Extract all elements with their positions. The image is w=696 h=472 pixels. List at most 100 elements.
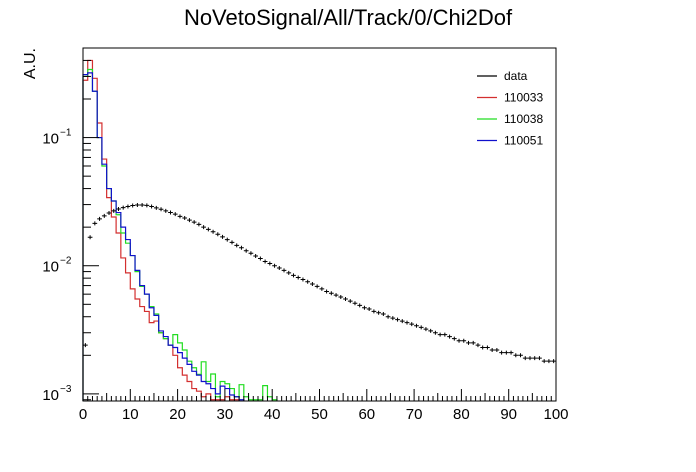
data-point (494, 348, 500, 353)
plot-area (82, 59, 556, 401)
data-point (485, 345, 490, 350)
data-point (352, 301, 358, 306)
data-point (144, 203, 150, 208)
data-point (234, 243, 240, 248)
data-point (276, 266, 282, 271)
plot-frame (82, 47, 557, 402)
data-point (215, 232, 221, 237)
y-tick-exponent: −1 (60, 128, 72, 139)
legend: data 110033 110038 110051 (477, 69, 543, 148)
data-point (158, 207, 164, 212)
data-point (503, 350, 509, 355)
data-point (205, 227, 211, 232)
data-point (343, 297, 348, 302)
data-point (220, 234, 225, 239)
y-axis-label: A.U. (22, 48, 39, 79)
data-point (243, 248, 249, 253)
data-point (357, 303, 363, 308)
data-point (281, 268, 287, 273)
data-point (414, 323, 419, 328)
data-point (196, 222, 202, 227)
data-point (201, 225, 206, 230)
data-point (508, 350, 514, 355)
y-tick-label: 10 (42, 387, 59, 404)
x-tick-label: 10 (122, 406, 139, 423)
x-tick-label: 70 (406, 406, 423, 423)
data-point (324, 289, 329, 294)
data-point (92, 221, 98, 226)
data-point (101, 213, 107, 218)
data-point (253, 254, 259, 259)
data-point (83, 343, 88, 348)
data-point (404, 320, 410, 325)
x-tick-label: 80 (453, 406, 470, 423)
data-point (168, 210, 173, 215)
series-110038-line (82, 68, 278, 401)
y-tick-exponent: −2 (60, 256, 72, 267)
y-tick-exponent: −3 (60, 384, 72, 395)
data-point (125, 204, 131, 209)
data-point (428, 328, 434, 333)
x-tick-label: 0 (79, 406, 87, 423)
y-tick-label: 10 (42, 259, 59, 276)
data-point (522, 356, 528, 361)
data-point (456, 338, 462, 343)
data-point (149, 204, 154, 209)
y-axis: 10−110−210−3 (42, 47, 99, 404)
data-point (418, 325, 424, 330)
data-point (172, 212, 178, 217)
x-tick-label: 30 (217, 406, 234, 423)
data-point (295, 275, 301, 280)
data-point (291, 273, 296, 278)
x-tick-label: 100 (543, 406, 568, 423)
data-point (541, 359, 547, 364)
data-point (489, 348, 495, 353)
data-point (229, 240, 235, 245)
data-point (499, 350, 504, 355)
data-point (366, 306, 372, 311)
legend-label-110051: 110051 (504, 134, 543, 148)
x-axis: 0 10 20 30 40 50 60 70 80 90 100 (79, 389, 569, 423)
data-point (347, 299, 353, 304)
data-point (362, 305, 367, 310)
data-point (177, 214, 183, 219)
data-point (409, 322, 415, 327)
data-point (248, 251, 254, 256)
data-point (451, 336, 457, 341)
data-point (310, 282, 315, 287)
data-point (187, 218, 192, 223)
data-point (399, 319, 405, 324)
data-point (300, 277, 306, 282)
data-point (385, 314, 391, 319)
x-tick-label: 90 (500, 406, 517, 423)
data-point (224, 237, 230, 242)
data-point (305, 279, 311, 284)
data-point (466, 340, 471, 345)
data-point (433, 330, 438, 335)
y-tick-label: 10 (42, 131, 59, 148)
data-point (153, 205, 159, 210)
data-point (333, 293, 339, 298)
data-point (461, 338, 467, 343)
data-point (267, 261, 273, 266)
data-point (120, 205, 126, 210)
data-point (139, 202, 145, 207)
x-tick-label: 60 (358, 406, 375, 423)
data-point (191, 220, 197, 225)
data-point (470, 340, 476, 345)
data-point (537, 356, 542, 361)
data-point (135, 202, 140, 207)
series-data-points (83, 202, 556, 364)
data-point (97, 216, 102, 221)
data-point (286, 270, 292, 275)
x-tick-label: 50 (311, 406, 328, 423)
data-point (447, 334, 452, 339)
data-point (513, 353, 519, 358)
data-point (551, 359, 556, 364)
x-tick-label: 40 (264, 406, 281, 423)
data-point (395, 317, 400, 322)
data-point (376, 310, 381, 315)
data-point (258, 256, 263, 261)
data-point (475, 343, 481, 348)
data-point (527, 356, 533, 361)
